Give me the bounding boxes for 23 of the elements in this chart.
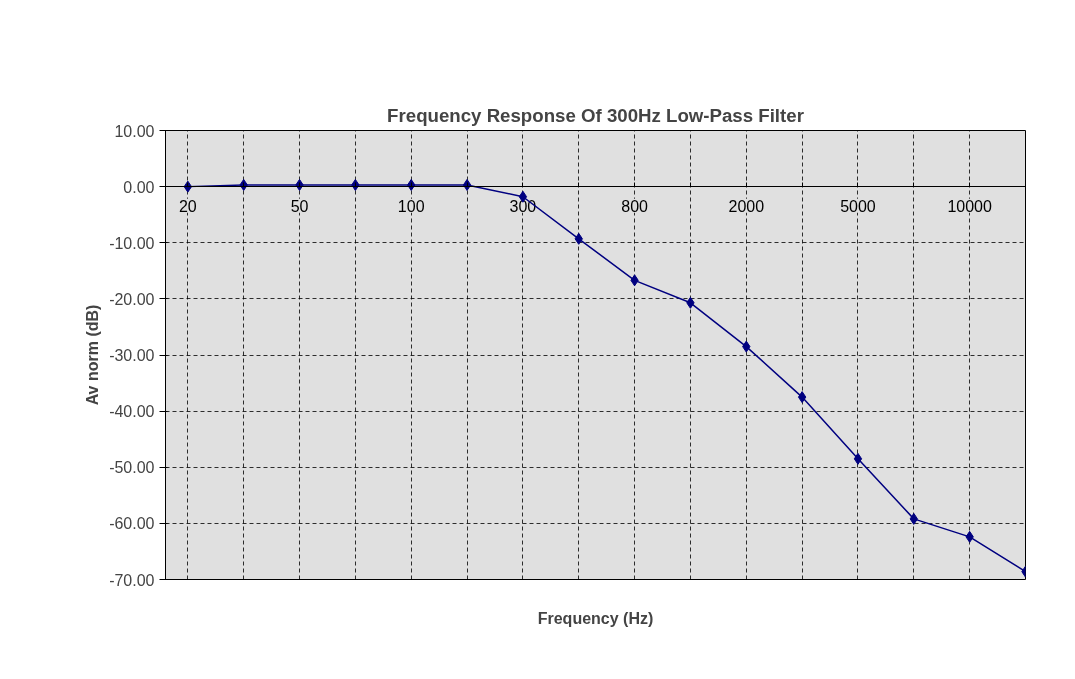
y-tick-label: -70.00 bbox=[109, 571, 155, 589]
y-tick-label: -40.00 bbox=[109, 403, 155, 421]
x-tick-label: 2000 bbox=[728, 197, 765, 215]
chart-title: Frequency Response Of 300Hz Low-Pass Filter bbox=[387, 104, 804, 126]
y-tick-label: -60.00 bbox=[109, 515, 155, 533]
point bbox=[462, 178, 472, 191]
x-tick-label: 300 bbox=[509, 197, 537, 215]
x-axis-title: Frequency (Hz) bbox=[537, 609, 654, 627]
x-tick-label: 800 bbox=[621, 197, 649, 215]
x-tick-label: 100 bbox=[397, 197, 425, 215]
x-tick-label: 5000 bbox=[840, 197, 876, 215]
x-tick-label: 10000 bbox=[947, 197, 992, 215]
y-tick-label: -30.00 bbox=[109, 347, 155, 364]
x-tick-label: 20 bbox=[178, 197, 197, 215]
y-tick-label: -20.00 bbox=[109, 290, 155, 308]
y-tick-label: 0.00 bbox=[123, 178, 155, 196]
y-tick-label: -10.00 bbox=[109, 234, 155, 252]
y-axis-title: Av norm (dB) bbox=[84, 304, 102, 406]
point bbox=[853, 452, 863, 465]
x-tick-label: 50 bbox=[290, 197, 309, 215]
y-tick-label: -50.00 bbox=[109, 459, 155, 477]
y-tick-label: 10.00 bbox=[114, 122, 155, 140]
point bbox=[797, 391, 807, 404]
